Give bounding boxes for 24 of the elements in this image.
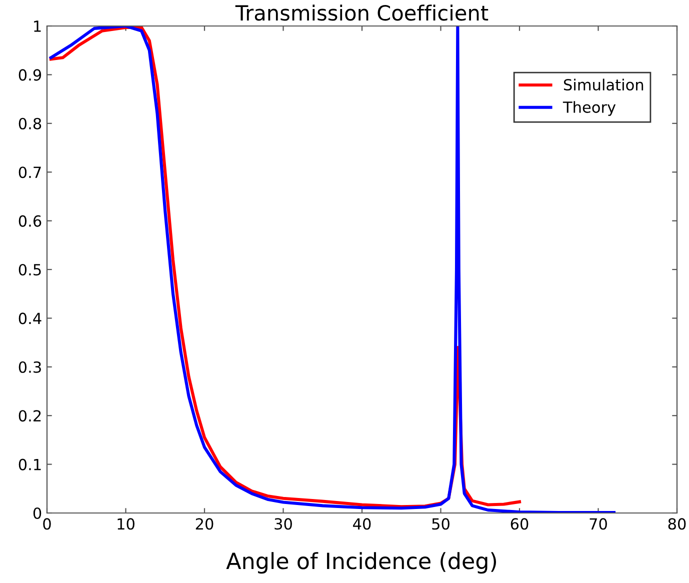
x-tick-label: 50 [432,518,450,530]
x-tick-label: 20 [196,518,214,530]
legend-label: Theory [562,101,616,116]
x-tick-label: 0 [43,518,51,530]
x-axis-title: Angle of Incidence (deg) [226,552,496,574]
x-tick-label: 70 [590,518,607,530]
y-tick-label: 0.4 [18,312,42,324]
y-tick-label: 0.1 [18,458,41,470]
chart-title: Transmission Coefficient [235,4,488,21]
x-tick-label: 80 [668,518,686,530]
y-tick-label: 0.5 [18,264,41,276]
y-tick-label: 0 [33,507,42,520]
y-tick-label: 0.8 [18,118,42,130]
y-tick-label: 0.2 [18,410,41,422]
y-tick-label: 0.9 [18,69,42,81]
y-tick-label: 0.7 [18,166,41,178]
y-tick-label: 0.6 [18,215,42,227]
x-tick-label: 30 [274,518,292,530]
y-tick-label: 1 [34,20,41,32]
y-tick-label: 0.3 [18,361,41,373]
legend-label: Simulation [564,78,644,91]
x-tick-label: 40 [353,518,371,530]
x-tick-label: 60 [510,518,528,530]
x-tick-label: 10 [118,518,134,530]
